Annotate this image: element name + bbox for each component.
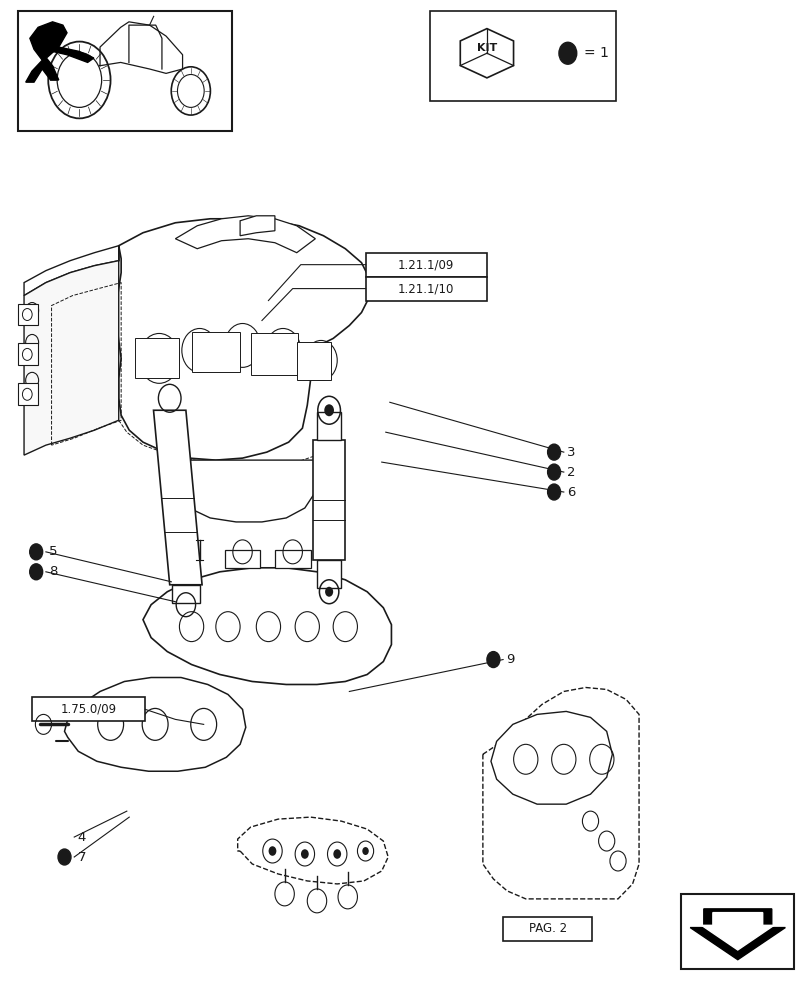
Polygon shape [24, 246, 118, 296]
Text: = 1: = 1 [583, 46, 608, 60]
Polygon shape [175, 460, 315, 522]
Text: 3: 3 [566, 446, 575, 459]
Bar [18, 304, 38, 325]
Text: 9: 9 [506, 653, 514, 666]
Bar [135, 338, 179, 378]
Polygon shape [26, 22, 67, 82]
Polygon shape [275, 550, 310, 568]
Bar [365, 277, 487, 301]
Text: 6: 6 [566, 486, 575, 499]
Polygon shape [316, 412, 341, 440]
Polygon shape [64, 678, 246, 771]
Bar [18, 343, 38, 365]
Polygon shape [172, 585, 200, 603]
Bar [680, 894, 793, 969]
Polygon shape [491, 711, 611, 804]
Circle shape [333, 849, 341, 859]
Text: 7: 7 [77, 851, 86, 864]
Circle shape [547, 464, 560, 480]
Text: 1.75.0/09: 1.75.0/09 [61, 703, 117, 716]
Circle shape [547, 444, 560, 460]
Bar [18, 11, 232, 131]
Bar [251, 333, 297, 375]
Text: 4: 4 [77, 831, 86, 844]
Polygon shape [240, 216, 275, 236]
Polygon shape [175, 216, 315, 253]
Circle shape [487, 652, 500, 668]
Bar [430, 11, 616, 101]
Circle shape [30, 544, 43, 560]
Text: PAG. 2: PAG. 2 [528, 922, 566, 935]
Bar [503, 917, 591, 941]
Circle shape [30, 564, 43, 580]
Bar [18, 383, 38, 405]
Circle shape [324, 404, 333, 416]
Polygon shape [143, 568, 391, 684]
Polygon shape [24, 246, 118, 455]
Bar [191, 332, 240, 372]
Circle shape [268, 846, 276, 856]
Polygon shape [153, 410, 202, 585]
Bar [32, 697, 145, 721]
Circle shape [301, 849, 308, 859]
Text: 8: 8 [49, 565, 58, 578]
Polygon shape [689, 909, 784, 960]
Text: 5: 5 [49, 545, 58, 558]
Polygon shape [312, 440, 345, 560]
Bar [365, 253, 487, 277]
Circle shape [558, 42, 576, 64]
Polygon shape [53, 47, 94, 62]
Polygon shape [116, 219, 369, 460]
Bar [296, 342, 330, 380]
Polygon shape [238, 817, 388, 884]
Polygon shape [483, 687, 638, 899]
Text: KIT: KIT [476, 43, 496, 53]
Polygon shape [316, 560, 341, 588]
Circle shape [58, 849, 71, 865]
Circle shape [547, 484, 560, 500]
Polygon shape [225, 550, 260, 568]
Text: 1.21.1/10: 1.21.1/10 [397, 282, 454, 295]
Circle shape [362, 847, 368, 855]
Text: 2: 2 [566, 466, 575, 479]
Text: 1.21.1/09: 1.21.1/09 [397, 258, 454, 271]
Polygon shape [701, 913, 773, 950]
Circle shape [324, 587, 333, 597]
